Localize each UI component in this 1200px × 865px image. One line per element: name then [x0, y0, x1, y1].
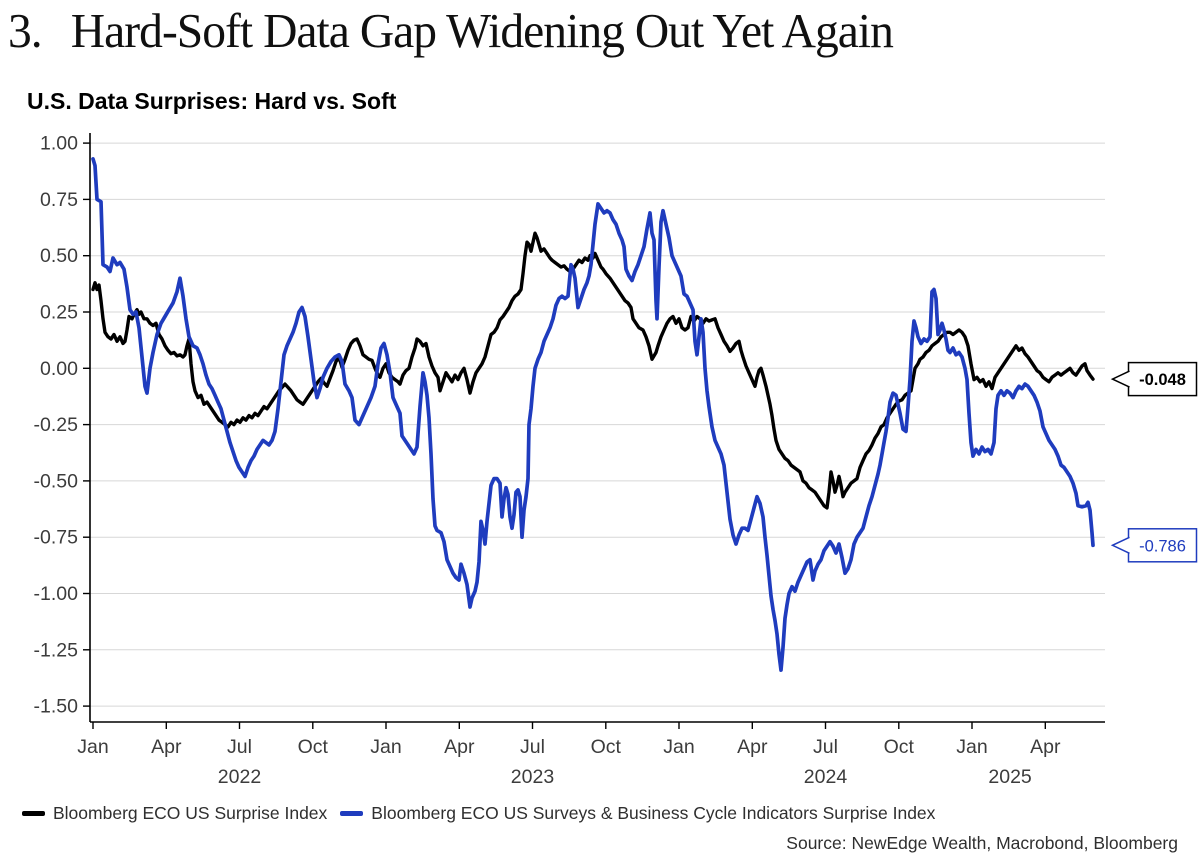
y-tick-label: 0.50 [40, 245, 78, 267]
x-tick-label: Oct [591, 736, 622, 758]
x-year-label: 2024 [804, 766, 848, 788]
x-tick-label: Jul [520, 736, 545, 758]
x-tick-label: Apr [444, 736, 475, 758]
hard-series-swatch [22, 811, 45, 816]
page-title: 3. Hard-Soft Data Gap Widening Out Yet Ag… [8, 0, 1153, 64]
y-tick-label: 0.75 [40, 189, 78, 211]
x-tick-label: Jan [956, 736, 987, 758]
x-tick-label: Apr [737, 736, 768, 758]
callout-pointer [1110, 536, 1130, 554]
y-tick-label: -0.75 [34, 527, 79, 549]
x-tick-label: Jan [370, 736, 401, 758]
legend-label-hard: Bloomberg ECO US Surprise Index [53, 803, 328, 823]
y-tick-label: -0.25 [34, 414, 79, 436]
y-tick-label: 1.00 [40, 133, 78, 155]
page-title-text: Hard-Soft Data Gap Widening Out Yet Agai… [70, 3, 894, 58]
chart-title: U.S. Data Surprises: Hard vs. Soft [27, 88, 397, 114]
y-tick-label: -1.00 [34, 583, 79, 605]
legend-item-soft: Bloomberg ECO US Surveys & Business Cycl… [340, 803, 935, 824]
hard-data-line [91, 231, 1095, 510]
callout-pointer [1110, 370, 1130, 388]
soft-series-swatch [340, 811, 364, 816]
y-tick-label: -1.50 [34, 696, 79, 718]
x-year-label: 2022 [218, 766, 261, 788]
x-tick-label: Oct [298, 736, 329, 758]
x-tick-label: Jul [813, 736, 838, 758]
x-tick-label: Jan [663, 736, 694, 758]
callout-value: -0.048 [1139, 371, 1186, 389]
gridlines [90, 142, 1105, 707]
soft-value-callout: -0.786 [1110, 528, 1198, 563]
data-series [91, 157, 1095, 672]
x-tick-label: Apr [1030, 736, 1061, 758]
y-tick-label: -1.25 [34, 639, 79, 661]
callout-box [1127, 528, 1198, 563]
soft-data-line [91, 157, 1095, 672]
x-tick-label: Oct [884, 736, 915, 758]
legend-label-soft: Bloomberg ECO US Surveys & Business Cycl… [371, 803, 936, 823]
page-title-number: 3. [8, 3, 43, 58]
x-year-label: 2025 [988, 766, 1032, 788]
y-tick-label: 0.00 [40, 358, 78, 380]
legend-item-hard: Bloomberg ECO US Surprise Index [22, 803, 327, 824]
x-tick-label: Jul [227, 736, 252, 758]
hard-value-callout: -0.048 [1110, 361, 1198, 397]
value-callouts: -0.048 -0.786 [1110, 361, 1198, 563]
y-tick-label: -0.50 [34, 470, 79, 492]
x-tick-label: Jan [77, 736, 108, 758]
callout-value: -0.786 [1139, 537, 1186, 555]
axes: 1.00 0.75 0.50 0.25 0.00 -0.25 -0.50 -0.75 -1.00… [34, 133, 1105, 788]
x-year-label: 2023 [511, 766, 554, 788]
x-tick-label: Apr [151, 736, 182, 758]
source-credit: Source: NewEdge Wealth, Macrobond, Bloom… [786, 833, 1178, 853]
legend: Bloomberg ECO US Surprise Index Bloomber… [22, 803, 948, 824]
y-tick-label: 0.25 [40, 302, 78, 324]
